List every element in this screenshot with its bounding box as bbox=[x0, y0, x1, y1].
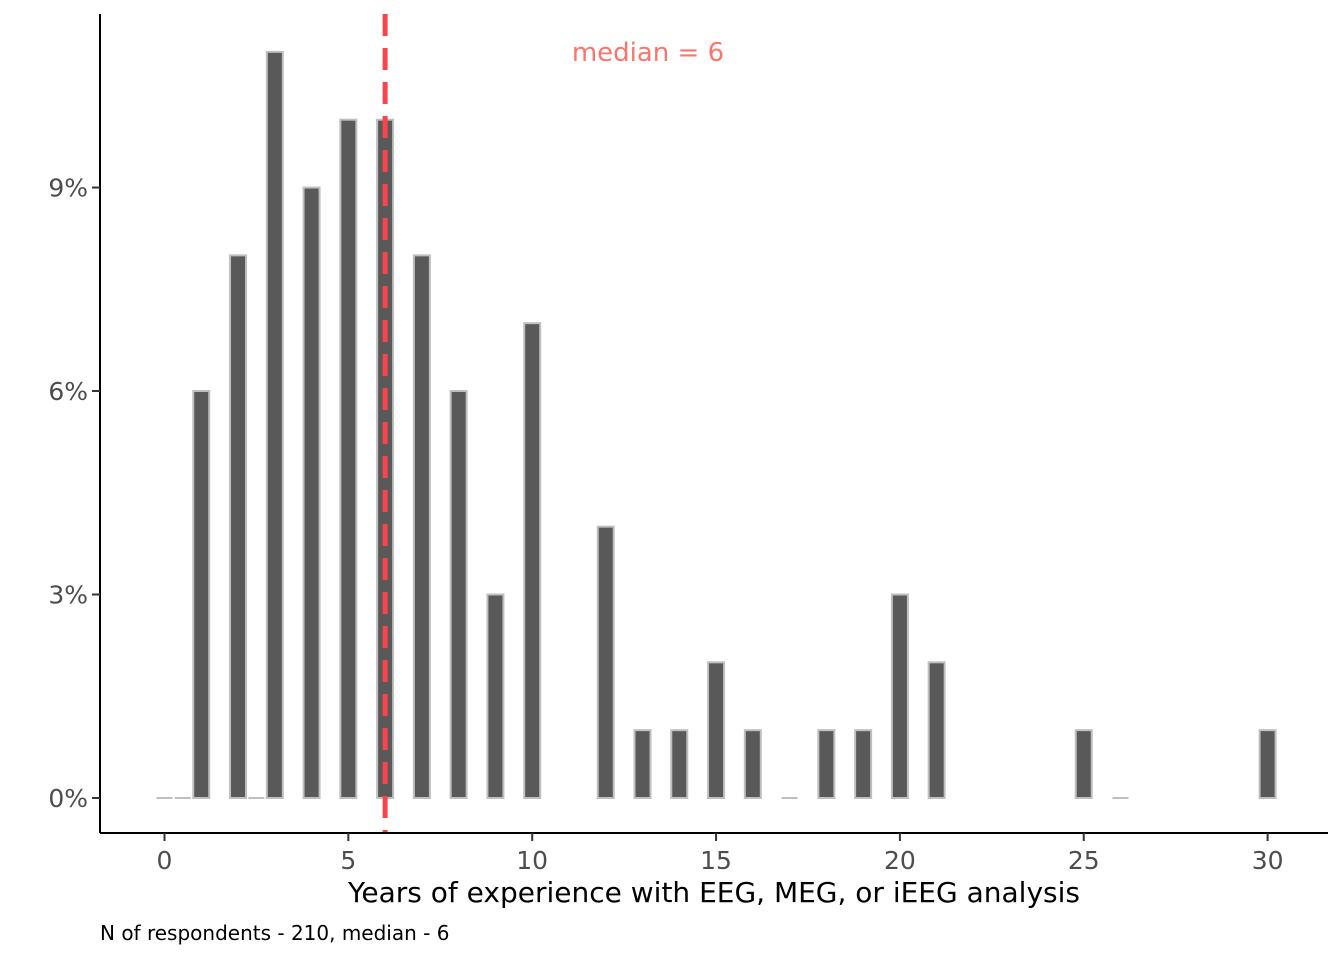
histogram-bar bbox=[523, 322, 542, 799]
histogram-bar bbox=[707, 661, 726, 800]
y-tick-label: 9% bbox=[48, 174, 88, 203]
histogram-bar bbox=[229, 254, 248, 800]
x-tick-label: 20 bbox=[884, 846, 916, 875]
y-tick-label: 0% bbox=[48, 784, 88, 813]
histogram-bar bbox=[670, 729, 689, 799]
histogram-bar bbox=[412, 254, 431, 800]
histogram-bar bbox=[192, 390, 211, 799]
y-tick-label: 6% bbox=[48, 377, 88, 406]
histogram-bar bbox=[743, 729, 762, 799]
x-tick-label: 5 bbox=[340, 846, 356, 875]
histogram-bar bbox=[449, 390, 468, 799]
x-tick-label: 30 bbox=[1252, 846, 1284, 875]
histogram-bar bbox=[633, 729, 652, 799]
histogram-bar bbox=[596, 525, 615, 799]
bars-group bbox=[156, 50, 1277, 800]
x-tick-label: 0 bbox=[157, 846, 173, 875]
x-tick-label: 10 bbox=[516, 846, 548, 875]
histogram-bar bbox=[890, 593, 909, 800]
histogram-bar bbox=[486, 593, 505, 800]
histogram-bar bbox=[302, 186, 321, 799]
x-tick-label: 25 bbox=[1068, 846, 1100, 875]
median-label: median = 6 bbox=[572, 38, 724, 68]
chart-caption: N of respondents - 210, median - 6 bbox=[100, 921, 449, 945]
x-axis-ticks: 0 5 10 15 20 25 30 bbox=[157, 833, 1284, 875]
y-axis-ticks: 0% 3% 6% 9% bbox=[48, 174, 100, 813]
y-tick-label: 3% bbox=[48, 581, 88, 610]
histogram-bar bbox=[339, 118, 358, 799]
x-axis-title: Years of experience with EEG, MEG, or iE… bbox=[347, 876, 1080, 909]
x-tick-label: 15 bbox=[700, 846, 732, 875]
histogram-bar bbox=[927, 661, 946, 800]
histogram-bar bbox=[1074, 729, 1093, 799]
histogram-bar bbox=[817, 729, 836, 799]
histogram-bar bbox=[1258, 729, 1277, 799]
histogram-bar bbox=[265, 50, 284, 800]
histogram-bar bbox=[854, 729, 873, 799]
